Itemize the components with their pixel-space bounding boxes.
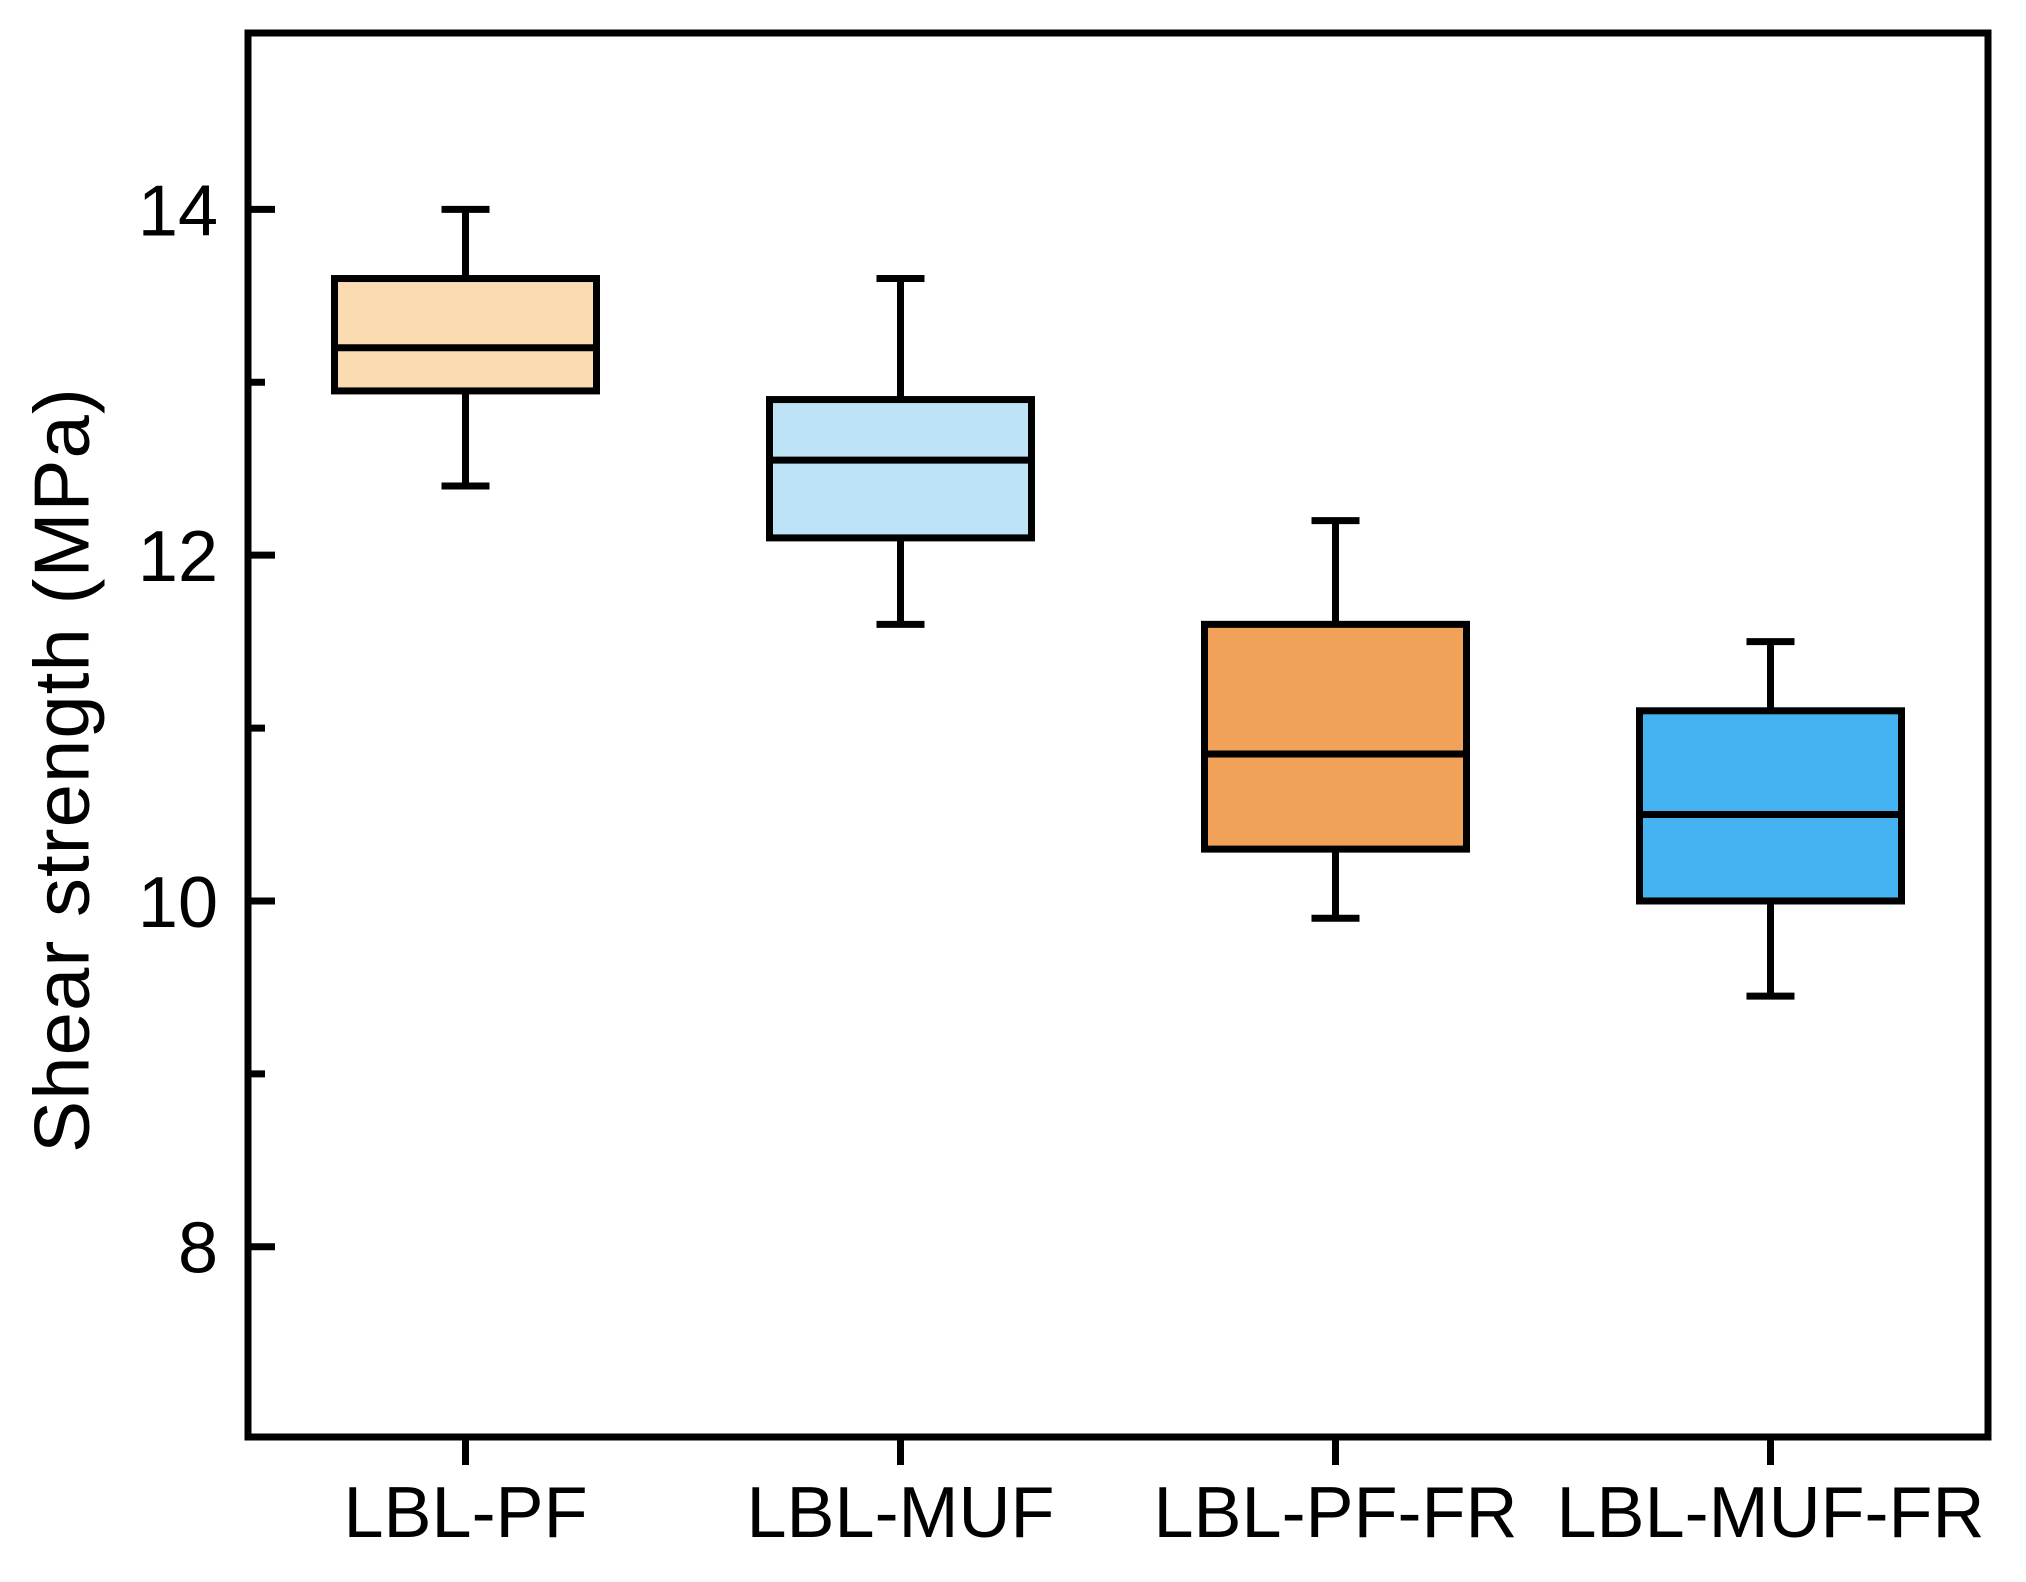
y-tick-label: 14 xyxy=(138,171,218,251)
y-axis-title: Shear strength (MPa) xyxy=(17,387,106,1153)
x-category-label: LBL-PF xyxy=(343,1473,587,1553)
x-category-label: LBL-MUF-FR xyxy=(1557,1473,1985,1553)
box-LBL-PF xyxy=(331,275,600,395)
x-category-label: LBL-PF-FR xyxy=(1153,1473,1517,1553)
y-tick-label: 12 xyxy=(138,517,218,597)
plot-frame xyxy=(244,29,1992,1441)
y-tick-label: 8 xyxy=(178,1209,218,1289)
y-tick-label: 10 xyxy=(138,863,218,943)
box-LBL-PF-FR xyxy=(1201,620,1470,853)
box-LBL-MUF xyxy=(766,396,1035,542)
x-category-label: LBL-MUF xyxy=(746,1473,1054,1553)
box-LBL-MUF-FR xyxy=(1636,707,1905,905)
